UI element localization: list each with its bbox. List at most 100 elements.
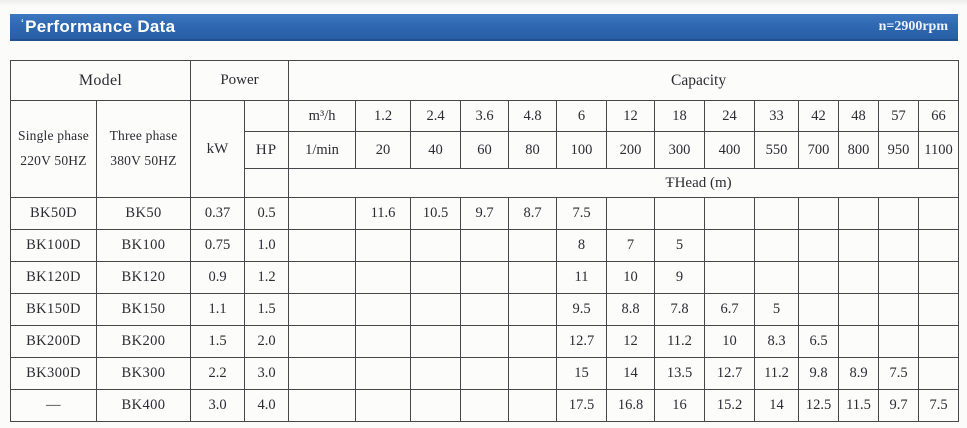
head-value	[460, 229, 510, 262]
head-value	[878, 261, 920, 294]
single-phase-line1: Single phase	[17, 128, 89, 144]
flow-lmin-value: 400	[704, 131, 756, 169]
head-value	[704, 197, 756, 230]
flow-unit-m3h-cell: m³/h	[288, 100, 357, 132]
three-phase-line1: Three phase	[109, 128, 178, 144]
head-value	[460, 293, 510, 326]
empty-cell	[288, 261, 357, 294]
head-value: 9.7	[460, 197, 510, 230]
head-value: 6.5	[798, 325, 840, 358]
head-value	[410, 261, 462, 294]
head-value	[410, 357, 462, 390]
section-title-text: Performance Data	[25, 16, 176, 36]
head-value	[508, 229, 558, 262]
head-value	[918, 357, 960, 390]
head-value	[355, 293, 412, 326]
flow-m3h-value: 2.4	[410, 100, 462, 132]
model-single: —	[10, 389, 97, 422]
empty-cell	[288, 357, 357, 390]
head-value	[704, 229, 756, 262]
model-single: BK150D	[10, 293, 97, 326]
title-mark: ʻ	[21, 17, 25, 29]
flow-m3h-value: 42	[798, 100, 840, 132]
kw-label-cell: kW	[190, 100, 245, 198]
model-single: BK120D	[10, 261, 97, 294]
head-value: 12.7	[704, 357, 756, 390]
flow-m3h-value: 48	[838, 100, 880, 132]
head-value	[918, 261, 960, 294]
head-value: 11.5	[838, 389, 880, 422]
head-value: 8	[556, 229, 608, 262]
flow-m3h-value: 4.8	[508, 100, 558, 132]
head-value	[878, 229, 920, 262]
head-value	[410, 325, 462, 358]
head-value: 12.5	[798, 389, 840, 422]
model-three: BK150	[96, 293, 191, 326]
head-value: 16	[654, 389, 706, 422]
head-value: 12	[606, 325, 656, 358]
head-value	[355, 325, 412, 358]
head-value	[838, 325, 880, 358]
head-value	[878, 293, 920, 326]
head-value	[508, 261, 558, 294]
head-value: 5	[654, 229, 706, 262]
flow-m3h-value: 18	[654, 100, 706, 132]
head-unit-row: ŦHead (m)	[11, 168, 960, 198]
head-value	[508, 325, 558, 358]
flow-m3h-value: 3.6	[460, 100, 510, 132]
head-value	[798, 293, 840, 326]
table-row-bk100: BK100D BK100 0.75 1.0 8 7 5	[10, 229, 960, 262]
head-value	[654, 197, 706, 230]
power-hp: 1.0	[243, 229, 290, 262]
model-single: BK200D	[10, 325, 97, 358]
head-value	[878, 197, 920, 230]
empty-cell	[243, 100, 290, 132]
flow-lmin-value: 700	[798, 131, 840, 169]
head-value	[460, 261, 510, 294]
empty-cell	[288, 229, 357, 262]
empty-cell	[288, 197, 357, 230]
head-value	[410, 229, 462, 262]
flow-lmin-value: 60	[460, 131, 510, 169]
head-value	[410, 293, 462, 326]
power-hp: 0.5	[243, 197, 290, 230]
head-value: 9.5	[556, 293, 608, 326]
power-hp: 2.0	[243, 325, 290, 358]
head-value: 12.7	[556, 325, 608, 358]
flow-m3h-value: 66	[918, 100, 960, 132]
head-value	[508, 293, 558, 326]
section-title-bar: ʻPerformance Data n=2900rpm	[10, 14, 958, 41]
model-three: BK400	[96, 389, 191, 422]
head-value: 14	[606, 357, 656, 390]
empty-cell	[288, 293, 357, 326]
flow-lmin-value: 950	[878, 131, 920, 169]
model-three: BK100	[96, 229, 191, 262]
flow-lmin-row: HP 1/min 20 40 60 80 100 200 300 400 550…	[11, 131, 960, 169]
empty-cell	[288, 389, 357, 422]
head-value: 11	[556, 261, 608, 294]
header-row: Model Power Capacity	[10, 60, 960, 101]
head-value: 11.6	[355, 197, 412, 230]
model-single: BK50D	[10, 197, 97, 230]
head-value: 13.5	[654, 357, 706, 390]
flow-m3h-value: 1.2	[355, 100, 412, 132]
head-value: 10	[606, 261, 656, 294]
flow-lmin-value: 550	[754, 131, 800, 169]
head-value: 10.5	[410, 197, 462, 230]
head-value	[355, 389, 412, 422]
head-value	[460, 389, 510, 422]
three-phase-line2: 380V 50HZ	[110, 153, 177, 168]
head-value: 15	[556, 357, 608, 390]
three-phase-cell: Three phase 380V 50HZ	[96, 100, 191, 198]
head-value	[355, 261, 412, 294]
head-value	[918, 325, 960, 358]
power-kw: 0.37	[190, 197, 245, 230]
power-hp: 4.0	[243, 389, 290, 422]
power-kw: 1.1	[190, 293, 245, 326]
head-value: 8.7	[508, 197, 558, 230]
head-value	[798, 261, 840, 294]
head-value	[460, 357, 510, 390]
flow-lmin-value: 100	[556, 131, 608, 169]
table-row-bk400: — BK400 3.0 4.0 17.5 16.8 16 15.2 14 12.…	[10, 389, 960, 422]
